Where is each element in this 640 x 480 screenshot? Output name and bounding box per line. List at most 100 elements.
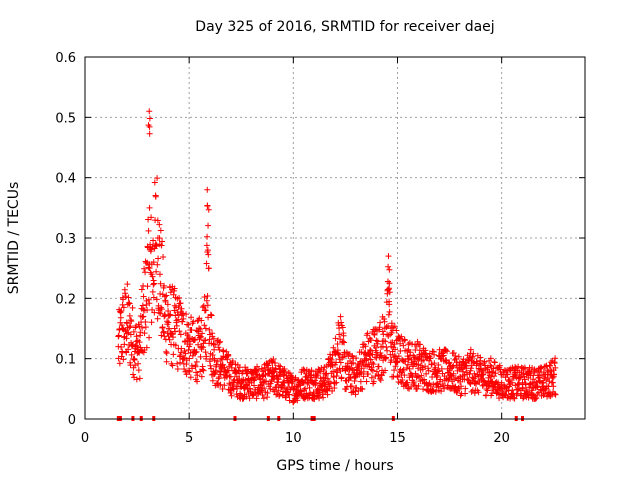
data-point xyxy=(202,337,209,344)
data-point xyxy=(163,358,170,365)
data-point xyxy=(141,265,148,272)
data-point xyxy=(336,356,343,363)
data-point xyxy=(532,395,539,402)
data-point xyxy=(233,391,240,398)
data-point xyxy=(199,330,206,337)
data-point xyxy=(377,352,384,359)
data-point xyxy=(453,359,460,366)
data-point xyxy=(373,368,380,375)
data-point xyxy=(125,294,132,301)
data-point xyxy=(551,390,558,397)
data-point xyxy=(174,360,181,367)
data-point xyxy=(336,325,343,332)
data-point xyxy=(452,384,459,391)
data-point xyxy=(163,350,170,357)
data-point xyxy=(269,373,276,380)
data-point xyxy=(175,304,182,311)
data-point xyxy=(130,364,137,371)
data-point xyxy=(165,333,172,340)
data-point xyxy=(437,376,444,383)
data-point xyxy=(371,330,378,337)
data-point xyxy=(546,362,553,369)
data-point xyxy=(404,361,411,368)
data-point xyxy=(158,242,165,249)
data-point xyxy=(279,379,286,386)
data-point xyxy=(153,242,160,249)
data-point xyxy=(122,290,129,297)
data-point xyxy=(408,356,415,363)
data-point xyxy=(203,260,210,267)
data-point xyxy=(219,356,226,363)
data-point xyxy=(408,372,415,379)
data-point xyxy=(388,343,395,350)
data-point xyxy=(137,329,144,336)
data-point xyxy=(373,349,380,356)
data-point xyxy=(135,367,142,374)
data-point xyxy=(160,328,167,335)
data-point xyxy=(171,325,178,332)
data-point xyxy=(340,338,347,345)
data-point xyxy=(271,388,278,395)
data-point xyxy=(272,366,279,373)
data-point xyxy=(487,355,494,362)
data-point xyxy=(436,367,443,374)
data-point xyxy=(502,391,509,398)
data-point xyxy=(362,343,369,350)
data-point xyxy=(154,175,161,182)
data-point xyxy=(202,349,209,356)
data-point xyxy=(270,356,277,363)
data-point xyxy=(387,351,394,358)
data-point xyxy=(178,305,185,312)
data-point xyxy=(391,323,398,330)
data-point xyxy=(368,337,375,344)
data-point xyxy=(257,376,264,383)
data-point xyxy=(210,335,217,342)
data-point xyxy=(146,204,153,211)
data-point xyxy=(181,347,188,354)
data-point xyxy=(381,318,388,325)
data-point xyxy=(546,378,553,385)
data-point xyxy=(452,353,459,360)
data-point xyxy=(376,375,383,382)
y-tick-label: 0.6 xyxy=(55,51,76,66)
data-point xyxy=(139,313,146,320)
data-point xyxy=(227,373,234,380)
chart-title: Day 325 of 2016, SRMTID for receiver dae… xyxy=(195,19,494,35)
data-point xyxy=(166,325,173,332)
data-point xyxy=(371,331,378,338)
data-point xyxy=(205,206,212,213)
data-point xyxy=(393,327,400,334)
data-point xyxy=(225,352,232,359)
data-point xyxy=(154,235,161,241)
data-point xyxy=(367,356,374,363)
data-point xyxy=(520,395,527,402)
data-point xyxy=(431,351,438,358)
data-point xyxy=(306,394,313,401)
data-point xyxy=(399,376,406,383)
data-point xyxy=(409,373,416,380)
y-tick-label: 0.1 xyxy=(55,353,76,368)
data-point xyxy=(194,378,201,385)
data-point xyxy=(321,364,328,371)
data-point xyxy=(422,363,429,370)
data-point xyxy=(468,388,475,395)
data-point xyxy=(217,369,224,376)
data-point xyxy=(385,323,392,330)
data-point xyxy=(442,347,449,354)
data-point xyxy=(290,385,297,392)
data-point xyxy=(536,372,543,379)
data-point xyxy=(399,368,406,375)
y-tick-label: 0.2 xyxy=(55,292,76,307)
data-point xyxy=(197,333,204,340)
data-point xyxy=(407,349,414,356)
data-point xyxy=(125,299,132,306)
data-point xyxy=(139,302,146,309)
data-point xyxy=(418,372,425,379)
data-point xyxy=(332,335,339,342)
data-point xyxy=(496,395,503,402)
data-point xyxy=(529,391,536,398)
data-point xyxy=(368,364,375,371)
data-point xyxy=(384,278,391,285)
data-point xyxy=(435,368,442,375)
data-point xyxy=(547,362,554,369)
